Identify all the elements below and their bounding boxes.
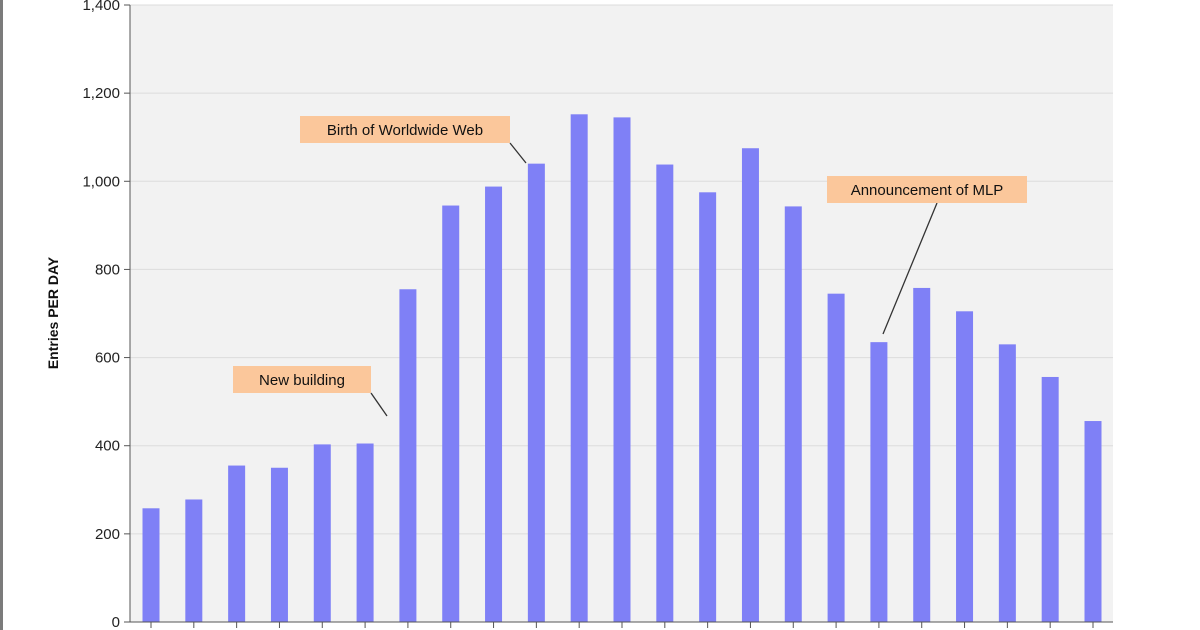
- annotation-leader-line: [509, 142, 527, 164]
- bar: [185, 499, 203, 622]
- bar: [913, 287, 931, 622]
- annotation: Announcement of MLP: [827, 176, 1027, 335]
- y-axis-title: Entries PER DAY: [45, 256, 61, 369]
- annotation: Birth of Worldwide Web: [300, 116, 527, 164]
- annotation-leader-line: [882, 202, 938, 335]
- bar: [956, 311, 974, 622]
- annotation-label: Birth of Worldwide Web: [327, 122, 483, 139]
- bar: [1084, 421, 1102, 622]
- bar: [442, 205, 460, 622]
- y-tick-label: 600: [95, 350, 120, 367]
- annotation-box: [300, 116, 510, 143]
- window-frame-edge: [0, 0, 3, 630]
- annotation-label: New building: [259, 372, 345, 389]
- y-tick-label: 1,200: [82, 85, 120, 102]
- bar: [870, 342, 888, 622]
- bar: [313, 444, 331, 622]
- x-axis-ticks: [150, 622, 1094, 628]
- bar: [613, 117, 631, 622]
- y-tick-label: 200: [95, 526, 120, 543]
- y-axis-ticks: 0 200 400 600 800 1,000 1,200 1,400: [82, 0, 130, 630]
- bars: [142, 114, 1102, 622]
- bar: [699, 192, 717, 622]
- y-tick-label: 1,000: [82, 173, 120, 190]
- y-tick-label: 0: [112, 614, 120, 630]
- bar: [656, 164, 674, 622]
- bar: [228, 465, 246, 622]
- bar: [485, 186, 503, 622]
- annotation-box: [827, 176, 1027, 203]
- annotation-leader-line: [370, 392, 388, 417]
- annotation: New building: [233, 366, 388, 417]
- grid-lines: [130, 4, 1113, 535]
- bar: [741, 148, 759, 622]
- annotation-label: Announcement of MLP: [851, 182, 1004, 199]
- bar: [142, 508, 160, 622]
- bar: [827, 293, 845, 622]
- bar: [356, 443, 374, 622]
- bar: [784, 206, 802, 622]
- annotations: New building Birth of Worldwide Web Announ…: [233, 116, 1027, 417]
- y-tick-label: 1,400: [82, 0, 120, 14]
- bar: [527, 163, 545, 622]
- bar: [1041, 376, 1059, 622]
- bar: [998, 344, 1016, 622]
- bar: [270, 467, 288, 622]
- annotation-box: [233, 366, 371, 393]
- y-tick-label: 800: [95, 261, 120, 278]
- bar: [570, 114, 588, 622]
- bar: [399, 289, 417, 622]
- y-tick-label: 400: [95, 438, 120, 455]
